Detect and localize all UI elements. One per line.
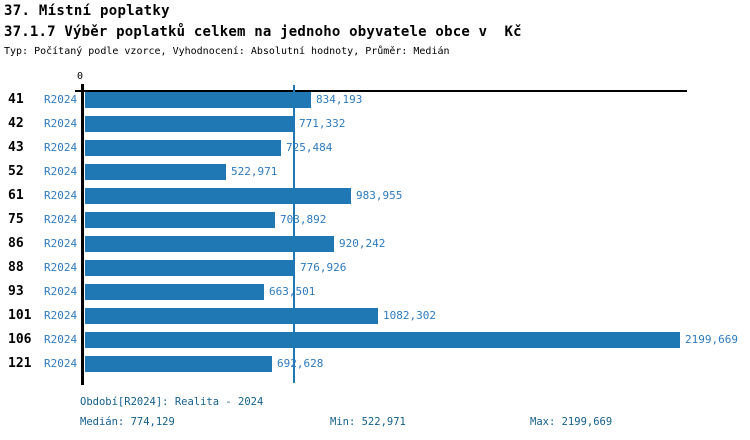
value-label: 692,628 xyxy=(277,357,324,370)
category-label: 86 xyxy=(8,236,24,251)
series-label: R2024 xyxy=(44,165,78,178)
bar xyxy=(85,164,226,180)
x-axis-zero-label: 0 xyxy=(77,71,84,82)
bar xyxy=(85,188,351,204)
bar-row: 43 R2024 725,484 xyxy=(0,136,750,160)
bar-row: 88 R2024 776,926 xyxy=(0,256,750,280)
bar xyxy=(85,212,275,228)
y-axis-line xyxy=(81,84,84,385)
bar xyxy=(85,116,294,132)
series-label: R2024 xyxy=(44,309,78,322)
category-label: 43 xyxy=(8,140,24,155)
bar-rows: 41 R2024 834,193 42 R2024 771,332 43 R2024 725,4… xyxy=(0,88,750,378)
category-label: 101 xyxy=(8,308,32,323)
category-label: 61 xyxy=(8,188,24,203)
series-label: R2024 xyxy=(44,261,78,274)
category-label: 121 xyxy=(8,356,32,371)
series-label: R2024 xyxy=(44,237,78,250)
bar xyxy=(85,92,311,108)
category-label: 52 xyxy=(8,164,24,179)
series-label: R2024 xyxy=(44,213,78,226)
bar-row: 93 R2024 663,501 xyxy=(0,280,750,304)
series-label: R2024 xyxy=(44,141,78,154)
bar-row: 86 R2024 920,242 xyxy=(0,232,750,256)
median-marker-line xyxy=(293,85,295,383)
value-label: 834,193 xyxy=(316,93,363,106)
bar-row: 42 R2024 771,332 xyxy=(0,112,750,136)
series-label: R2024 xyxy=(44,93,78,106)
series-label: R2024 xyxy=(44,189,78,202)
min-stat: Min: 522,971 xyxy=(330,416,406,428)
value-label: 522,971 xyxy=(231,165,278,178)
bar xyxy=(85,332,680,348)
value-label: 663,501 xyxy=(269,285,316,298)
category-label: 106 xyxy=(8,332,32,347)
bar-row: 61 R2024 983,955 xyxy=(0,184,750,208)
bar-row: 75 R2024 703,892 xyxy=(0,208,750,232)
period-label: Období[R2024]: Realita - 2024 xyxy=(80,396,264,408)
bar xyxy=(85,236,334,252)
value-label: 725,484 xyxy=(286,141,333,154)
series-label: R2024 xyxy=(44,357,78,370)
chart-title: 37.1.7 Výběr poplatků celkem na jednoho … xyxy=(4,24,522,40)
bar-row: 101 R2024 1082,302 xyxy=(0,304,750,328)
bar-row: 106 R2024 2199,669 xyxy=(0,328,750,352)
bar xyxy=(85,308,378,324)
bar-row: 121 R2024 692,628 xyxy=(0,352,750,376)
value-label: 703,892 xyxy=(280,213,327,226)
category-label: 88 xyxy=(8,260,24,275)
median-stat: Medián: 774,129 xyxy=(80,416,175,428)
category-label: 41 xyxy=(8,92,24,107)
series-label: R2024 xyxy=(44,285,78,298)
category-label: 93 xyxy=(8,284,24,299)
bar xyxy=(85,356,272,372)
value-label: 983,955 xyxy=(356,189,403,202)
report-title: 37. Místní poplatky xyxy=(4,3,170,19)
value-label: 771,332 xyxy=(299,117,346,130)
x-axis-line xyxy=(75,90,687,92)
bar xyxy=(85,260,295,276)
series-label: R2024 xyxy=(44,117,78,130)
bar-row: 52 R2024 522,971 xyxy=(0,160,750,184)
value-label: 776,926 xyxy=(300,261,347,274)
chart-meta-line: Typ: Počítaný podle vzorce, Vyhodnocení:… xyxy=(4,46,450,57)
bar-row: 41 R2024 834,193 xyxy=(0,88,750,112)
bar xyxy=(85,284,264,300)
bar xyxy=(85,140,281,156)
value-label: 1082,302 xyxy=(383,309,436,322)
series-label: R2024 xyxy=(44,333,78,346)
max-stat: Max: 2199,669 xyxy=(530,416,613,428)
value-label: 920,242 xyxy=(339,237,386,250)
category-label: 75 xyxy=(8,212,24,227)
category-label: 42 xyxy=(8,116,24,131)
value-label: 2199,669 xyxy=(685,333,738,346)
